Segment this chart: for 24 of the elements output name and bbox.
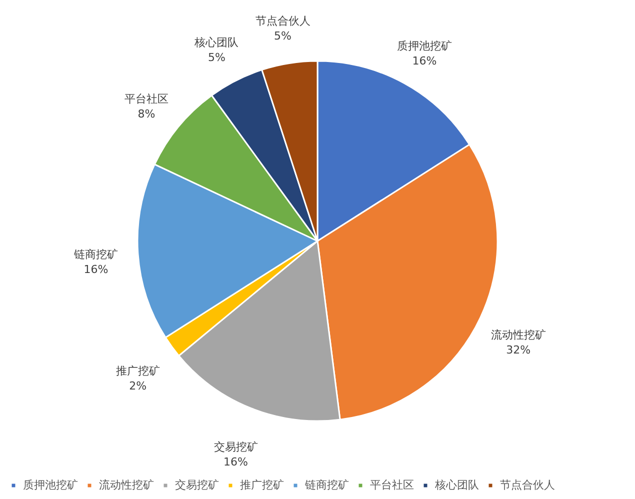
data-label: 16% <box>412 54 437 68</box>
data-label: 16% <box>84 262 108 276</box>
legend-label: 链商挖矿 <box>304 478 349 492</box>
slice-label: 流动性挖矿 <box>490 328 546 342</box>
slice-label: 链商挖矿 <box>72 248 118 261</box>
slice-label: 质押池挖矿 <box>396 39 452 52</box>
legend-label: 节点合伙人 <box>500 478 555 492</box>
legend-label: 核心团队 <box>434 478 479 492</box>
data-label: 32% <box>506 344 531 357</box>
slice-label: 交易挖矿 <box>214 440 258 454</box>
slice-label: 推广挖矿 <box>116 364 160 378</box>
legend-label: 推广挖矿 <box>240 478 284 492</box>
legend-label: 质押池挖矿 <box>23 478 78 492</box>
legend-label: 平台社区 <box>370 478 414 492</box>
slice-label: 平台社区 <box>124 92 168 106</box>
slice-label: 节点合伙人 <box>255 14 310 28</box>
data-label: 5% <box>274 30 292 43</box>
data-label: 16% <box>224 455 248 468</box>
legend-label: 流动性挖矿 <box>99 478 154 492</box>
data-label: 2% <box>129 379 147 392</box>
data-label: 5% <box>208 51 226 64</box>
data-label: 8% <box>138 107 156 120</box>
slice-label: 核心团队 <box>194 36 239 50</box>
legend-label: 交易挖矿 <box>175 478 219 492</box>
